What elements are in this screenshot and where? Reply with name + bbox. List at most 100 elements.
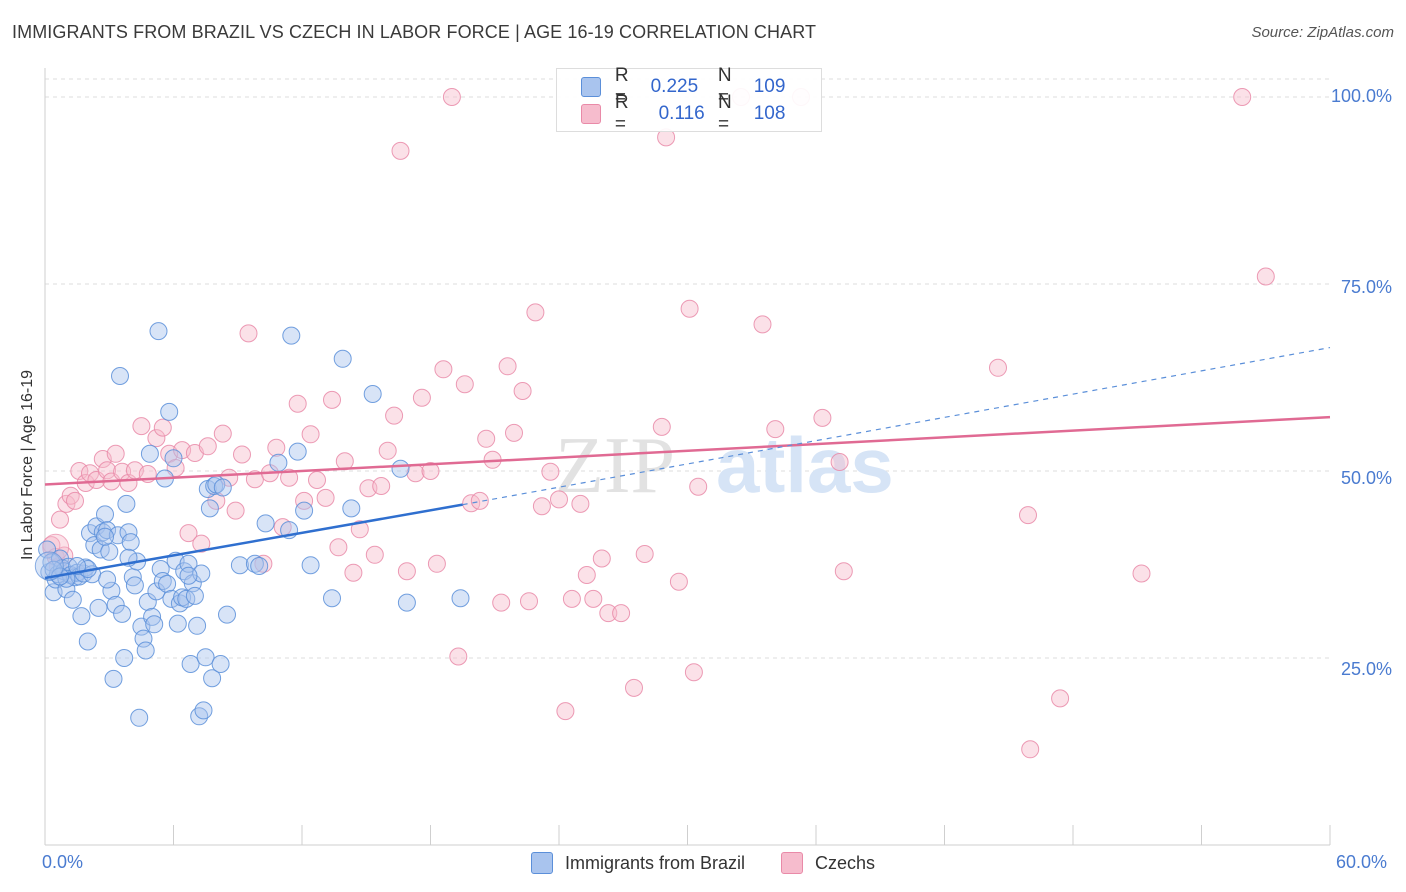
series-legend: Immigrants from Brazil Czechs (0, 852, 1406, 874)
brazil-point (113, 604, 132, 623)
legend-n-label: N = (717, 92, 732, 135)
brazil-point (63, 590, 82, 609)
chart-title: IMMIGRANTS FROM BRAZIL VS CZECH IN LABOR… (12, 22, 817, 42)
czech-point (599, 604, 618, 623)
legend-r-value: 0.225 (650, 76, 699, 97)
czech-point (1132, 564, 1151, 583)
brazil-point (89, 598, 108, 617)
czech-point (442, 88, 461, 106)
brazil-point (301, 556, 320, 575)
brazil-point (104, 669, 123, 688)
czech-point (470, 491, 489, 510)
czech-point (526, 303, 545, 322)
czech-point (391, 141, 410, 160)
czech-point (233, 445, 251, 464)
brazil-point (211, 655, 230, 673)
brazil-point (194, 701, 213, 720)
czech-point (365, 545, 384, 564)
czech-point (571, 494, 590, 513)
czech-point (192, 534, 211, 553)
czech-point (1233, 88, 1252, 106)
czech-point (295, 491, 314, 510)
brazil-point (185, 586, 204, 605)
czech-point (421, 462, 440, 480)
czech-point (766, 420, 785, 439)
brazil-point (96, 527, 114, 546)
brazil-point (106, 595, 125, 614)
y-tick-label-100: 100.0% (1330, 86, 1392, 106)
brazil-point (143, 607, 162, 626)
brazil-point-cluster (34, 551, 64, 581)
watermark-zip: ZIP (555, 422, 675, 510)
series-legend-czech[interactable]: Czechs (781, 852, 875, 874)
brazil-point (181, 655, 200, 673)
czech-trend-line (44, 415, 1331, 486)
brazil-point (121, 533, 140, 552)
brazil-point (164, 449, 183, 468)
czech-point (329, 538, 348, 557)
series-legend-brazil[interactable]: Immigrants from Brazil (530, 852, 745, 874)
czech-point (179, 524, 198, 543)
czech-point (455, 375, 474, 394)
brazil-point (136, 641, 155, 660)
brazil-point (188, 616, 207, 635)
czech-point (372, 477, 391, 495)
brazil-point (125, 576, 144, 595)
czech-point (226, 501, 245, 520)
czech-point (350, 520, 369, 539)
brazil-point (130, 708, 149, 727)
legend-row-brazil: R = 0.225 N = 109 (581, 65, 821, 108)
czech-point (406, 464, 425, 483)
brazil-point (213, 478, 232, 497)
brazil-point (196, 648, 215, 667)
czech-point (505, 423, 523, 442)
czech-point (541, 462, 560, 481)
czech-point (316, 488, 335, 507)
chart-source: Source: ZipAtlas.com (1251, 24, 1394, 41)
brazil-point (160, 402, 179, 421)
y-axis-label: In Labor Force | Age 16-19 (19, 369, 36, 561)
czech-point (592, 549, 611, 568)
czech-point (680, 299, 699, 318)
brazil-point (72, 607, 91, 626)
brazil-point (203, 669, 222, 688)
brazil-point (96, 505, 114, 524)
legend-n-value: 109 (753, 76, 786, 97)
czech-point (213, 424, 232, 443)
brazil-point (179, 566, 198, 585)
czech-point (498, 357, 517, 376)
czech-point (344, 563, 363, 582)
stats-legend: R = 0.225 N = 109 R = 0.116 N = 108 (556, 65, 822, 135)
x-tick-label-max: 60.0% (1336, 852, 1388, 872)
brazil-point (100, 542, 119, 561)
legend-swatch-czech (581, 104, 601, 124)
czech-point (625, 678, 643, 697)
brazil-point (134, 629, 153, 648)
brazil-point (117, 494, 136, 513)
czech-point (397, 562, 416, 581)
brazil-point (102, 581, 121, 600)
brazil-point (68, 557, 87, 575)
czech-point (520, 592, 538, 611)
brazil-point (282, 326, 301, 345)
series-label-brazil: Immigrants from Brazil (564, 852, 745, 873)
brazil-point (256, 514, 275, 533)
brazil-point (333, 349, 352, 368)
brazil-points (34, 322, 470, 727)
brazil-point (147, 582, 166, 601)
brazil-point (288, 442, 307, 461)
legend-n-label: N = (717, 65, 732, 108)
brazil-point (269, 453, 288, 472)
czech-point (612, 604, 631, 623)
czech-point (577, 566, 596, 584)
series-swatch-czech (781, 852, 803, 874)
brazil-point (44, 560, 63, 579)
brazil-point (451, 589, 470, 608)
brazil-point (98, 570, 117, 589)
brazil-point (149, 322, 168, 341)
czech-point (684, 663, 703, 682)
legend-n-value: 108 (753, 103, 786, 124)
czech-point (1051, 689, 1070, 708)
brazil-point (218, 605, 236, 624)
